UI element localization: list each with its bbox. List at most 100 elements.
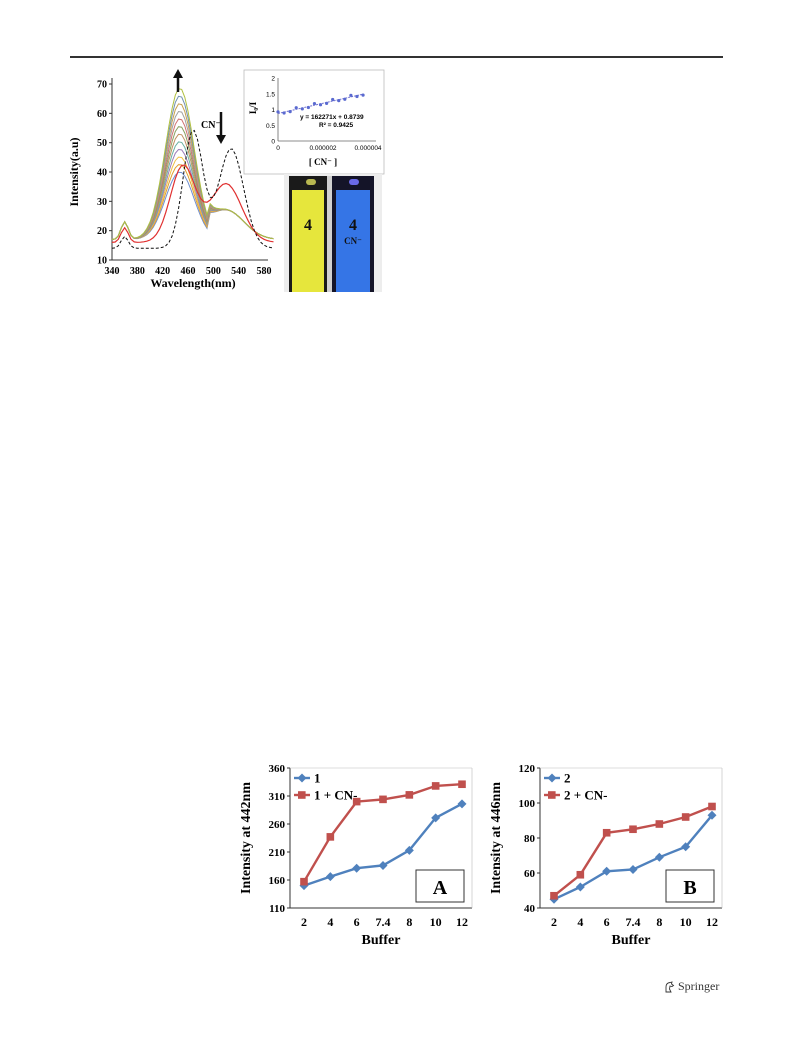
data-point-diamond <box>575 882 585 892</box>
spectrum-curve-red <box>111 164 274 243</box>
y-tick-label: 120 <box>519 763 536 775</box>
y-tick-label: 60 <box>524 868 536 880</box>
main-y-tick-label: 20 <box>97 226 107 237</box>
x-tick-label: 6 <box>604 915 610 929</box>
main-y-tick-label: 50 <box>97 138 107 149</box>
panel-a-chart: 110 160 210 260 310 360 2 4 6 7.4 8 10 12 Buffer Inten… <box>239 763 473 948</box>
data-point-diamond <box>431 813 441 823</box>
main-x-tick-label: 540 <box>231 266 246 277</box>
inset-x-label: [ CN⁻ ] <box>309 157 337 167</box>
header-rule <box>70 56 723 58</box>
x-axis-label: Buffer <box>362 933 401 948</box>
data-point-diamond <box>325 872 335 882</box>
x-tick-label: 12 <box>456 915 468 929</box>
data-point-diamond <box>299 881 309 891</box>
vial-right-label: 4 <box>349 217 357 234</box>
legend-label: 1 <box>314 771 321 786</box>
vial-photo: 4 4 CN⁻ <box>284 174 382 292</box>
data-point-square <box>300 877 308 886</box>
main-y-label: Intensity(a.u) <box>68 137 81 206</box>
inset-y-tick-label: 1 <box>271 107 275 114</box>
inset-frame <box>243 69 385 175</box>
main-x-tick-label: 500 <box>206 266 221 277</box>
inset-y-tick-label: 2 <box>271 76 275 83</box>
data-point-diamond <box>628 865 638 874</box>
data-point-diamond <box>404 845 414 855</box>
inset-point <box>331 97 335 102</box>
inset-point <box>276 110 280 114</box>
inset-y-tick-label: 0 <box>271 139 275 146</box>
main-y-tick-label: 60 <box>97 109 107 120</box>
data-point-square <box>576 870 585 879</box>
inset-point <box>312 102 317 106</box>
ph-dependence-figure: 110 160 210 260 310 360 2 4 6 7.4 8 10 12 Buffer Inten… <box>232 758 732 958</box>
main-y-tick-label: 40 <box>97 168 107 179</box>
data-point-square <box>352 797 361 806</box>
x-tick-label: 8 <box>406 915 412 929</box>
inset-point <box>325 101 329 105</box>
cn-annotation: CN⁻ <box>201 120 221 131</box>
data-point-diamond <box>602 866 612 876</box>
spectrum-curve <box>111 171 274 240</box>
inset-points <box>276 93 365 115</box>
springer-horse-icon <box>665 980 675 992</box>
publisher-name: Springer <box>678 979 720 993</box>
y-tick-label: 260 <box>269 819 286 831</box>
data-point-square <box>379 795 387 804</box>
y-tick-label: 40 <box>524 903 536 915</box>
inset-x-tick-label: 0.000004 <box>354 145 381 152</box>
x-tick-label: 7.4 <box>626 915 641 929</box>
inset-point <box>300 107 304 111</box>
inset-point <box>288 110 292 114</box>
data-point-square <box>431 782 440 790</box>
inset-point <box>294 106 298 110</box>
main-x-label: Wavelength(nm) <box>150 276 235 290</box>
x-tick-label: 2 <box>551 915 557 929</box>
x-tick-label: 6 <box>354 915 360 929</box>
x-tick-label: 10 <box>430 915 442 929</box>
emission-spectrum-figure: 10 20 30 40 50 60 70 340 380 420 460 500 540 580 Int… <box>68 62 388 292</box>
inset-r-squared: R² = 0.9425 <box>319 122 354 129</box>
legend-label: 2 <box>564 771 571 786</box>
inset-point <box>318 103 323 107</box>
legend-marker <box>297 773 307 783</box>
data-point-square <box>458 780 466 789</box>
inset-x-tick-label: 0.000002 <box>309 145 336 152</box>
y-tick-label: 210 <box>269 847 286 859</box>
inset-point <box>306 105 310 110</box>
y-axis-label: Intensity at 446nm <box>489 782 504 894</box>
main-y-tick-label: 70 <box>97 80 107 91</box>
panel-label-box <box>665 869 715 903</box>
panel-label: A <box>433 877 448 899</box>
y-tick-label: 110 <box>269 903 285 915</box>
x-tick-label: 4 <box>577 915 583 929</box>
data-point-square <box>550 891 558 900</box>
y-tick-label: 360 <box>269 763 286 775</box>
inset-y-tick-label: 0.5 <box>266 123 275 130</box>
x-tick-label: 2 <box>301 915 307 929</box>
publisher-footer: Springer <box>664 979 719 994</box>
inset-point <box>337 99 341 103</box>
legend-marker <box>548 791 556 799</box>
main-x-tick-label: 380 <box>130 266 145 277</box>
data-point-diamond <box>707 810 717 820</box>
data-point-square <box>405 791 414 799</box>
data-point-square <box>602 828 611 837</box>
data-point-diamond <box>378 860 388 870</box>
spectrum-curves <box>111 88 274 249</box>
main-y-tick-label: 10 <box>97 256 107 267</box>
data-point-diamond <box>681 842 691 852</box>
vial-right-sublabel: CN⁻ <box>344 236 362 246</box>
data-point-square <box>326 833 335 841</box>
legend-marker <box>298 791 306 799</box>
inset-point <box>349 93 353 97</box>
y-tick-label: 160 <box>269 875 286 887</box>
x-tick-label: 10 <box>680 915 692 929</box>
legend-label: 1 + CN- <box>314 788 358 803</box>
data-point-square <box>708 802 716 811</box>
panel-b-chart: 40 60 80 100 120 2 4 6 7.4 8 10 12 Buffer Intensity a… <box>489 763 723 948</box>
up-arrow-icon <box>173 69 183 92</box>
legend-marker <box>547 773 557 783</box>
main-x-tick-label: 340 <box>105 266 120 277</box>
